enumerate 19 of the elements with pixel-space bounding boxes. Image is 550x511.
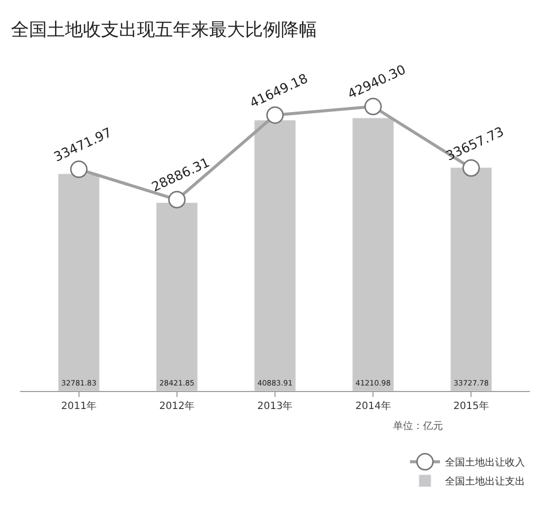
x-tick-label: 2015年 bbox=[453, 400, 489, 412]
bar bbox=[58, 174, 100, 391]
bar bbox=[254, 120, 296, 391]
chart-title: 全国土地收支出现五年来最大比例降幅 bbox=[11, 20, 317, 41]
text: 单位：亿元 bbox=[393, 420, 443, 432]
x-tick-label: 2012年 bbox=[159, 400, 195, 412]
legend-label: 全国土地出让支出 bbox=[445, 476, 525, 488]
legend-label: 全国土地出让收入 bbox=[445, 456, 525, 469]
x-tick-label: 2011年 bbox=[61, 400, 97, 412]
point bbox=[70, 160, 88, 178]
x-tick-label: 2014年 bbox=[355, 400, 391, 412]
point bbox=[266, 106, 284, 124]
x-tick-label: 2013年 bbox=[257, 400, 293, 412]
bar bbox=[352, 118, 394, 391]
point bbox=[462, 159, 480, 177]
bar bbox=[450, 167, 492, 391]
point bbox=[364, 98, 382, 116]
point bbox=[168, 190, 186, 208]
bar bbox=[156, 202, 198, 391]
